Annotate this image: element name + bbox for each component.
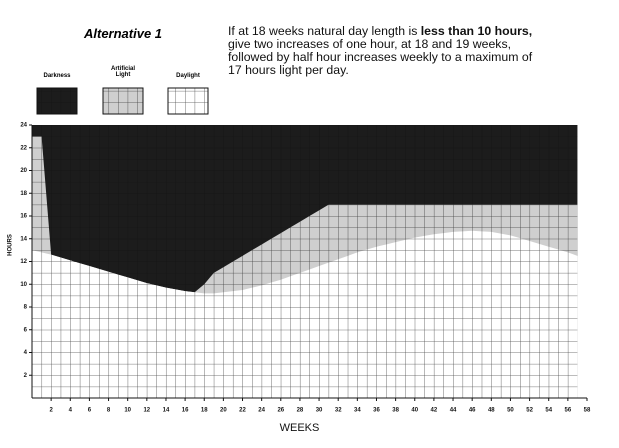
x-tick-label: 6	[88, 408, 92, 414]
x-tick-label: 52	[526, 408, 533, 414]
chart-title: Alternative 1	[84, 26, 163, 41]
x-axis-label: WEEKS	[280, 422, 320, 434]
x-tick-label: 16	[182, 408, 189, 414]
x-tick-label: 24	[258, 408, 265, 414]
legend-label: Darkness	[43, 73, 71, 79]
x-tick-label: 56	[565, 408, 572, 414]
legend-swatch-grid	[168, 88, 208, 114]
x-tick-label: 54	[545, 408, 552, 414]
x-tick-label: 32	[335, 408, 342, 414]
x-tick-label: 38	[392, 408, 399, 414]
note-text: give two increases of one hour, at 18 an…	[228, 37, 533, 77]
x-tick-label: 36	[373, 408, 380, 414]
x-tick-label: 8	[107, 408, 111, 414]
legend-label: Artificial Light	[110, 66, 135, 78]
x-tick-label: 2	[49, 408, 53, 414]
x-tick-label: 40	[411, 408, 418, 414]
y-tick-label: 12	[20, 259, 27, 265]
y-tick-label: 24	[20, 123, 27, 129]
y-tick-label: 14	[20, 236, 27, 242]
x-tick-label: 14	[163, 408, 170, 414]
x-tick-label: 48	[488, 408, 495, 414]
y-tick-label: 22	[20, 145, 27, 151]
grid-overlay	[32, 125, 578, 398]
note-text: If at 18 weeks natural day length is	[228, 24, 421, 38]
legend-swatch-grid	[103, 88, 143, 114]
x-tick-label: 34	[354, 408, 361, 414]
y-tick-label: 16	[20, 214, 27, 220]
y-axis-label: HOURS	[8, 234, 14, 256]
x-tick-label: 46	[469, 408, 476, 414]
x-tick-label: 42	[431, 408, 438, 414]
x-tick-label: 30	[316, 408, 323, 414]
y-tick-label: 8	[24, 305, 28, 311]
x-tick-label: 10	[124, 408, 131, 414]
y-tick-label: 10	[20, 282, 27, 288]
y-tick-label: 4	[24, 350, 28, 356]
y-tick-label: 2	[24, 373, 28, 379]
x-tick-label: 28	[297, 408, 304, 414]
x-tick-label: 12	[143, 408, 150, 414]
x-tick-label: 50	[507, 408, 514, 414]
note-emphasis: less than 10 hours,	[420, 24, 533, 38]
x-tick-label: 58	[584, 408, 591, 414]
x-tick-label: 18	[201, 408, 208, 414]
x-tick-label: 26	[277, 408, 284, 414]
legend-swatch-grid	[37, 88, 77, 114]
x-tick-label: 20	[220, 408, 227, 414]
x-tick-label: 44	[450, 408, 457, 414]
legend-label: Daylight	[176, 73, 200, 79]
note: If at 18 weeks natural day length is les…	[228, 25, 548, 77]
x-tick-label: 4	[69, 408, 73, 414]
y-tick-label: 6	[24, 327, 28, 333]
x-tick-label: 22	[239, 408, 246, 414]
y-tick-label: 18	[20, 191, 27, 197]
y-tick-label: 20	[20, 168, 27, 174]
